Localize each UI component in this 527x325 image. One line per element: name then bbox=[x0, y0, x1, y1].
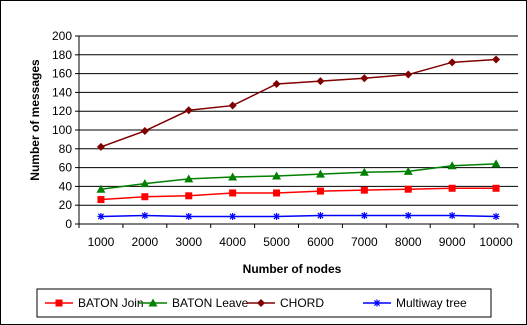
data-point bbox=[404, 212, 412, 220]
data-point bbox=[273, 189, 281, 197]
data-point bbox=[229, 189, 237, 197]
y-tick-label: 200 bbox=[52, 29, 72, 43]
data-point bbox=[229, 212, 237, 220]
series-chord bbox=[96, 55, 501, 151]
data-point bbox=[316, 212, 324, 220]
y-tick-label: 0 bbox=[65, 217, 72, 231]
data-point bbox=[447, 161, 457, 170]
data-point bbox=[492, 55, 501, 64]
data-point bbox=[185, 192, 193, 200]
data-point bbox=[141, 212, 149, 220]
legend-item: CHORD bbox=[247, 296, 324, 310]
data-point bbox=[360, 74, 369, 83]
legend-item: Multiway tree bbox=[363, 296, 467, 310]
data-point bbox=[228, 172, 238, 181]
series-multiway-tree bbox=[97, 212, 500, 220]
data-point bbox=[360, 186, 368, 194]
y-tick-label: 140 bbox=[52, 85, 72, 99]
legend: BATON Join BATON Leave CHORD Multiway tree bbox=[36, 288, 492, 318]
x-tick-label: 8000 bbox=[395, 235, 422, 249]
data-point bbox=[404, 185, 412, 193]
legend-marker bbox=[148, 298, 158, 307]
data-point bbox=[448, 58, 457, 67]
y-tick-label: 160 bbox=[52, 67, 72, 81]
data-point bbox=[492, 184, 500, 192]
legend-label: CHORD bbox=[280, 296, 324, 310]
data-point bbox=[448, 212, 456, 220]
y-tick-label: 180 bbox=[52, 48, 72, 62]
y-axis-ticks: 0 20 40 60 80 100 120 140 160 180 200 bbox=[52, 29, 79, 231]
data-point bbox=[448, 184, 456, 192]
x-tick-label: 10000 bbox=[479, 235, 513, 249]
legend-marker bbox=[55, 299, 63, 307]
data-point bbox=[315, 169, 325, 178]
x-tick-label: 7000 bbox=[351, 235, 378, 249]
y-tick-label: 60 bbox=[59, 161, 73, 175]
legend-label: BATON Join bbox=[78, 296, 144, 310]
series-baton-join bbox=[97, 184, 500, 204]
data-point bbox=[404, 70, 413, 79]
x-tick-label: 6000 bbox=[307, 235, 334, 249]
legend-label: BATON Leave bbox=[172, 296, 249, 310]
data-point bbox=[184, 174, 194, 183]
data-point bbox=[140, 179, 150, 188]
y-tick-label: 120 bbox=[52, 104, 72, 118]
data-point bbox=[272, 79, 281, 88]
data-point bbox=[96, 142, 105, 151]
x-tick-label: 2000 bbox=[131, 235, 158, 249]
data-point bbox=[97, 196, 105, 204]
data-point bbox=[184, 106, 193, 115]
series-line bbox=[100, 214, 497, 218]
legend-marker bbox=[257, 299, 265, 307]
data-point bbox=[141, 193, 149, 201]
legend-item: BATON Leave bbox=[139, 296, 249, 310]
legend-item: BATON Join bbox=[45, 296, 144, 310]
data-point bbox=[491, 159, 501, 168]
data-point bbox=[228, 101, 237, 110]
legend-marker bbox=[373, 299, 381, 307]
y-tick-label: 20 bbox=[59, 198, 73, 212]
series-baton-leave bbox=[96, 159, 501, 193]
series-line bbox=[100, 58, 497, 148]
series-line bbox=[100, 187, 497, 201]
data-point bbox=[360, 212, 368, 220]
data-point bbox=[492, 212, 500, 220]
data-point bbox=[185, 212, 193, 220]
y-axis-title: Number of messages bbox=[28, 59, 42, 181]
data-point bbox=[273, 212, 281, 220]
data-point bbox=[359, 167, 369, 176]
data-point bbox=[316, 77, 325, 86]
x-tick-label: 3000 bbox=[175, 235, 202, 249]
legend-label: Multiway tree bbox=[396, 296, 467, 310]
data-point bbox=[403, 166, 413, 175]
data-point bbox=[316, 187, 324, 195]
y-tick-label: 100 bbox=[52, 123, 72, 137]
x-tick-label: 4000 bbox=[219, 235, 246, 249]
x-tick-label: 1000 bbox=[88, 235, 115, 249]
x-axis-title: Number of nodes bbox=[243, 262, 342, 276]
legend-box bbox=[36, 288, 492, 318]
series-group bbox=[96, 55, 501, 220]
series-line bbox=[100, 163, 497, 190]
x-tick-label: 5000 bbox=[263, 235, 290, 249]
x-tick-label: 9000 bbox=[439, 235, 466, 249]
y-tick-label: 40 bbox=[59, 179, 73, 193]
data-point bbox=[140, 126, 149, 135]
data-point bbox=[272, 171, 282, 180]
data-point bbox=[97, 212, 105, 220]
x-axis-ticks: 1000 2000 3000 4000 5000 6000 7000 8000 9000 1000… bbox=[78, 224, 519, 249]
y-tick-label: 80 bbox=[59, 142, 73, 156]
data-point bbox=[96, 184, 106, 193]
gridlines bbox=[79, 35, 518, 206]
